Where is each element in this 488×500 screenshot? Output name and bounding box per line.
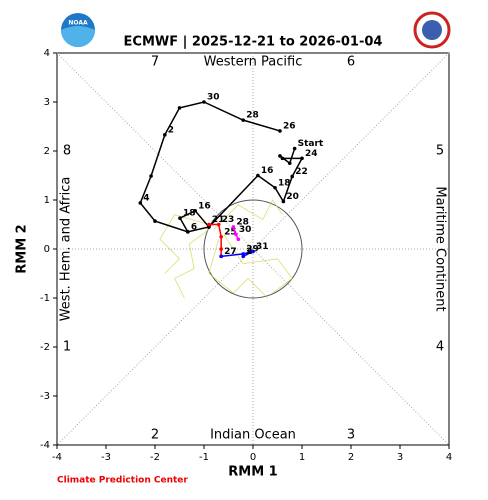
point-label: 6: [191, 222, 197, 232]
plot-area: Western Pacific Indian Ocean West. Hem. …: [56, 52, 450, 446]
phase-label: 4: [436, 340, 444, 355]
point: [300, 156, 304, 161]
point: [202, 100, 206, 104]
point: [241, 254, 245, 259]
point-label: 22: [295, 167, 308, 177]
noaa-logo: NOAA: [61, 13, 95, 47]
point-label: 2: [168, 125, 174, 135]
point: [177, 106, 182, 110]
point: [219, 254, 223, 259]
x-tick-label: 4: [446, 452, 452, 463]
point-label: 27: [224, 247, 237, 257]
y-tick-label: 1: [44, 195, 50, 206]
y-tick-label: -3: [40, 391, 50, 402]
phase-label: 1: [63, 340, 71, 355]
point: [234, 232, 238, 237]
point-label: 25: [224, 227, 237, 237]
point: [207, 222, 211, 227]
y-tick-label: -2: [40, 342, 50, 353]
point: [281, 199, 286, 204]
point: [216, 222, 221, 227]
region-label: Maritime Continent: [433, 186, 448, 311]
svg-text:NOAA: NOAA: [68, 20, 88, 27]
point: [193, 208, 197, 213]
point-label: 30: [239, 225, 252, 235]
x-tick-label: -2: [150, 452, 160, 463]
point: [219, 234, 223, 239]
phase-label: 2: [151, 428, 159, 443]
point: [278, 154, 282, 158]
y-axis-label: RMM 2: [15, 224, 30, 273]
x-tick-label: -4: [52, 452, 62, 463]
phase-label: 6: [347, 55, 355, 70]
point: [149, 174, 153, 178]
phase-label: 3: [347, 428, 355, 443]
point-label: 24: [305, 149, 318, 159]
point-label: Start: [298, 139, 324, 149]
point-label: 18: [183, 209, 196, 219]
x-tick-label: 2: [348, 452, 354, 463]
x-tick-label: -3: [101, 452, 111, 463]
phase-label: 7: [151, 55, 159, 70]
region-label: Western Pacific: [204, 55, 303, 70]
point: [287, 161, 292, 166]
point-label: 30: [207, 93, 220, 103]
trajectory: [221, 250, 254, 258]
point-label: 26: [283, 121, 296, 131]
point: [292, 146, 297, 151]
point-label: 28: [236, 217, 249, 227]
y-tick-label: 3: [44, 97, 50, 108]
point: [219, 247, 223, 251]
point-label: 18: [278, 178, 291, 188]
point-label: 21: [212, 215, 225, 225]
point: [231, 225, 236, 229]
trajectory: [178, 209, 210, 233]
point: [280, 156, 285, 161]
point: [256, 173, 260, 178]
point: [178, 216, 182, 220]
phase-label: 5: [436, 144, 444, 159]
trajectory: [159, 214, 210, 274]
y-tick-label: -4: [40, 440, 50, 451]
y-tick-label: 4: [44, 48, 50, 59]
point: [236, 237, 241, 241]
point: [251, 249, 255, 254]
trajectory: [208, 239, 268, 299]
footer: Climate Prediction Center: [57, 476, 188, 486]
region-label: West. Hem. and Africa: [59, 177, 74, 322]
point-label: 23: [222, 215, 235, 225]
x-tick-label: 0: [250, 452, 256, 463]
point: [186, 230, 190, 234]
y-tick-label: -1: [40, 293, 50, 304]
y-tick-label: 2: [44, 146, 50, 157]
point: [138, 201, 143, 205]
point-label: 31: [256, 242, 269, 252]
phase-label: 8: [63, 144, 71, 159]
x-tick-label: 3: [397, 452, 403, 463]
point: [241, 118, 245, 122]
x-axis-label: RMM 1: [228, 465, 277, 480]
point: [273, 185, 277, 190]
x-tick-label: -1: [199, 452, 209, 463]
trajectory: [174, 229, 210, 299]
nws-logo: [413, 11, 451, 49]
region-label: Indian Ocean: [210, 428, 296, 443]
point-label: 29: [246, 244, 259, 254]
x-tick-label: 1: [299, 452, 305, 463]
point-label: 16: [198, 201, 211, 211]
point: [278, 129, 282, 133]
unit-circle: [203, 199, 303, 299]
point: [290, 174, 295, 179]
point: [163, 133, 167, 137]
chart-title: ECMWF | 2025-12-21 to 2026-01-04: [124, 35, 383, 50]
trajectory: [213, 199, 283, 230]
point-label: 2: [246, 247, 252, 257]
point-label: 28: [246, 111, 259, 121]
point: [153, 219, 157, 223]
y-tick-label: 0: [44, 244, 50, 255]
point-label: 4: [143, 193, 149, 203]
point-label: 16: [261, 166, 274, 176]
point-label: 20: [286, 192, 299, 202]
